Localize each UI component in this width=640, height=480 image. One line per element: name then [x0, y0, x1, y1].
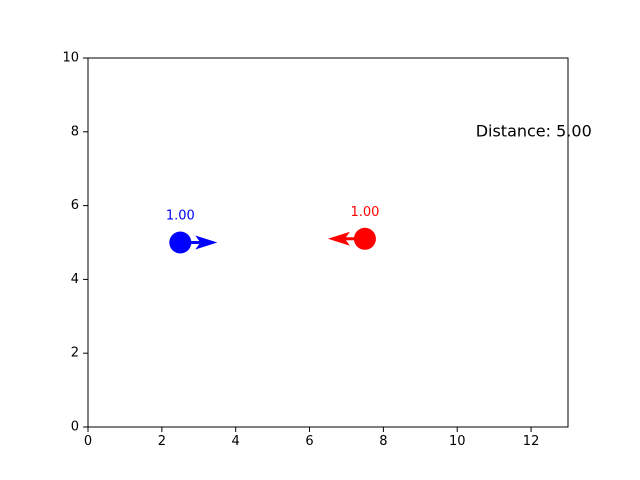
velocity-arrow-head — [195, 235, 218, 250]
y-tick-label: 2 — [71, 346, 79, 361]
x-axis: 0 2 4 6 8 10 12 — [84, 427, 539, 449]
y-tick-label: 10 — [62, 51, 79, 66]
y-tick-label: 8 — [71, 124, 79, 139]
particle-point — [169, 231, 192, 254]
y-tick-label: 4 — [71, 272, 79, 287]
chart-marks: 1.00 1.00 — [166, 205, 379, 254]
x-tick-label: 10 — [449, 434, 466, 449]
velocity-arrow-head — [327, 231, 350, 246]
x-tick-label: 6 — [305, 434, 313, 449]
x-tick-label: 0 — [84, 434, 92, 449]
x-tick-label: 8 — [379, 434, 387, 449]
x-tick-label: 12 — [523, 434, 540, 449]
particle-value-label: 1.00 — [166, 209, 195, 224]
x-tick-label: 2 — [158, 434, 166, 449]
x-tick-label: 4 — [232, 434, 240, 449]
y-tick-label: 6 — [71, 198, 79, 213]
distance-readout: Distance: 5.00 — [476, 121, 592, 140]
plot-frame — [87, 57, 569, 428]
y-tick-label: 0 — [71, 420, 79, 435]
particle-point — [353, 227, 376, 250]
y-axis: 0 2 4 6 8 10 — [62, 51, 88, 435]
particle-value-label: 1.00 — [350, 205, 379, 220]
